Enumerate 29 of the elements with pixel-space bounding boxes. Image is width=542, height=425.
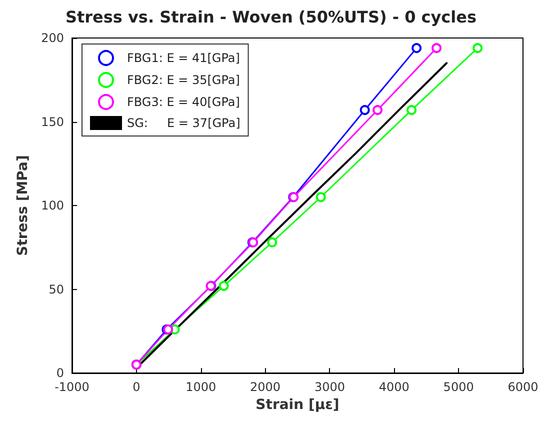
- y-tick-label: 0: [56, 366, 64, 380]
- legend-label: SG: E = 37[GPa]: [127, 116, 240, 130]
- legend-label: FBG1: E = 41[GPa]: [127, 51, 240, 65]
- point: [218, 280, 229, 291]
- point: [432, 43, 442, 54]
- y-axis-title: Stress [MPa]: [15, 155, 32, 256]
- point: [360, 105, 370, 116]
- point: [412, 43, 422, 54]
- legend-label: FBG3: E = 40[GPa]: [127, 95, 240, 109]
- x-axis-title: Strain [με]: [256, 396, 340, 413]
- y-tick-label: 100: [41, 198, 64, 212]
- legend-label: FBG2: E = 35[GPa]: [127, 73, 240, 87]
- y-tick-label: 200: [41, 31, 64, 45]
- x-tick-label: 5000: [443, 380, 474, 394]
- chart-title: Stress vs. Strain - Woven (50%UTS) - 0 cycles: [65, 8, 477, 26]
- y-tick-label: 50: [48, 282, 64, 296]
- x-tick-label: 3000: [314, 380, 345, 394]
- x-tick-label: 4000: [378, 380, 410, 394]
- point: [372, 105, 383, 116]
- x-tick-label: 1000: [186, 380, 216, 394]
- x-tick-label: 2000: [250, 380, 281, 394]
- y-tick-label: 150: [41, 114, 64, 129]
- point: [472, 43, 483, 54]
- x-tick-label: 6000: [508, 380, 538, 394]
- point: [316, 192, 326, 202]
- point: [267, 237, 278, 248]
- x-tick-label: 0: [132, 380, 140, 394]
- x-tick-label: -1000: [54, 380, 90, 394]
- point: [406, 105, 417, 116]
